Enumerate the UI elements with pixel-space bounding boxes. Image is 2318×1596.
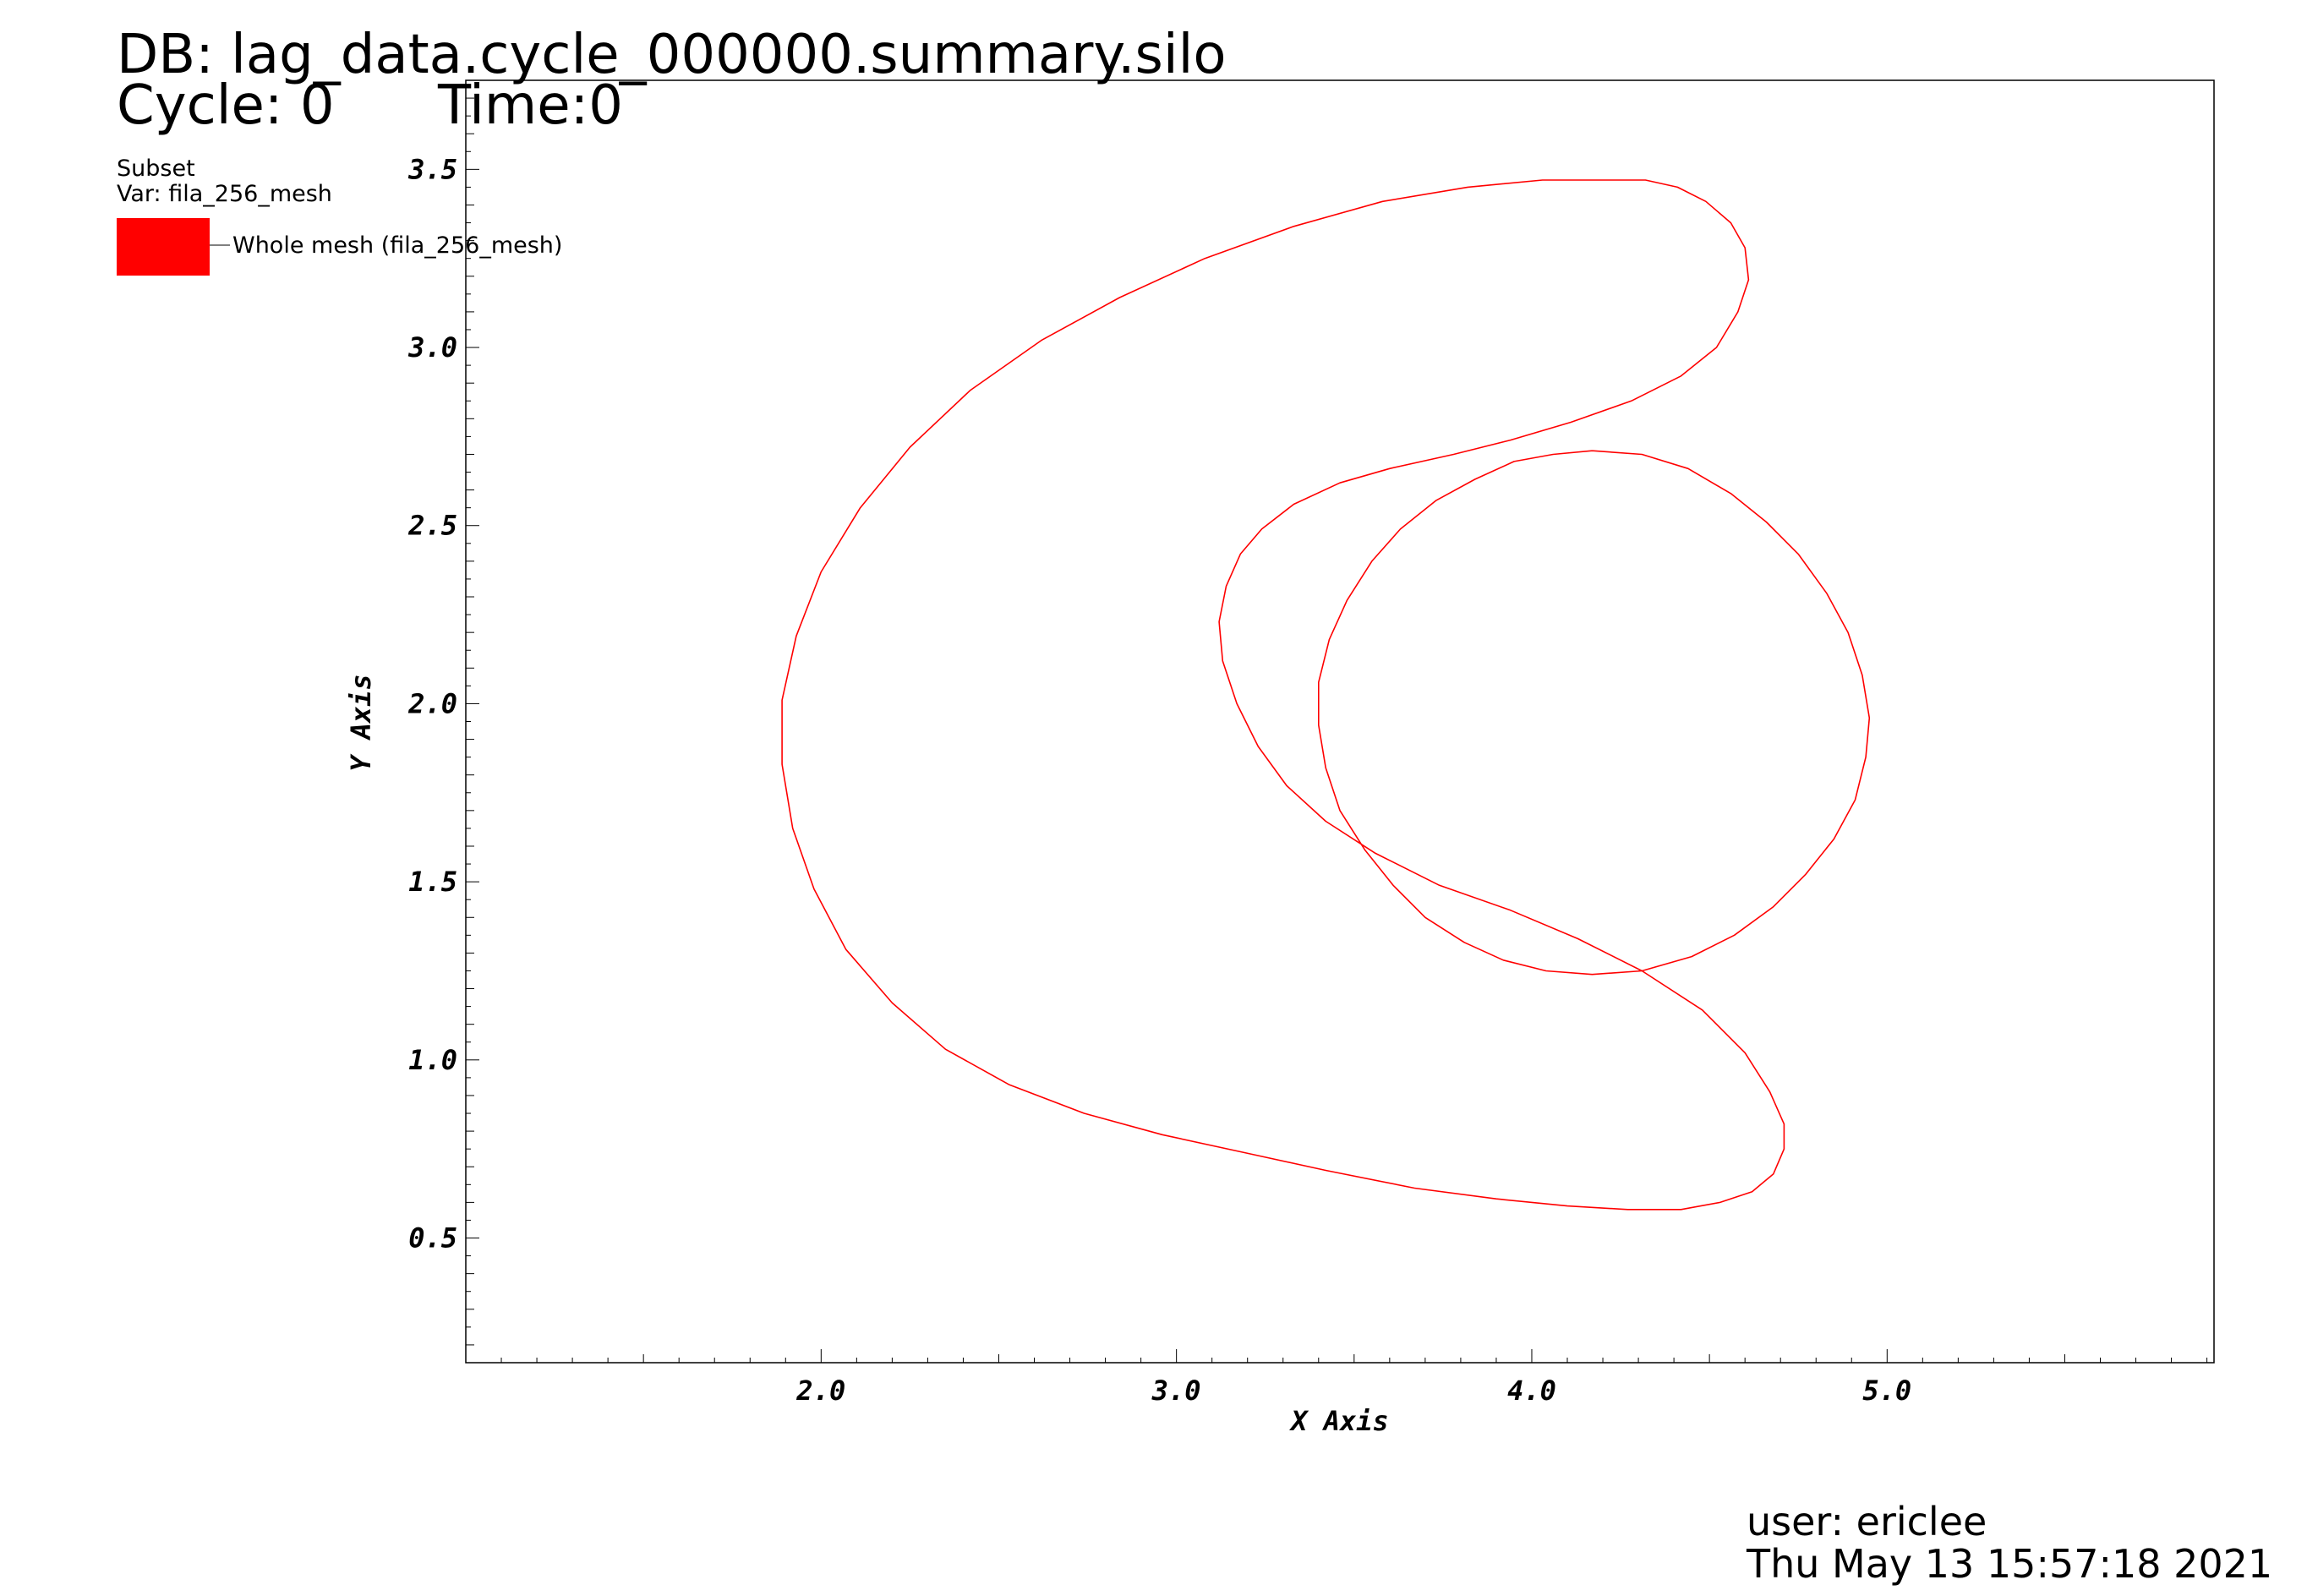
time-label: Time:0 xyxy=(437,74,623,137)
legend-plot-type: Subset xyxy=(117,156,195,182)
mesh-curve-2 xyxy=(781,179,1785,1211)
x-axis: 2.0 3.0 4.0 5.0 xyxy=(465,1349,2208,1407)
y-axis: 0.5 1.0 1.5 2.0 2.5 3.0 3.5 xyxy=(407,79,479,1364)
y-axis-title: Y Axis xyxy=(345,674,377,772)
legend-variable: Var: fila_256_mesh xyxy=(117,181,332,207)
mesh-curve-1 xyxy=(1318,450,1871,976)
timestamp-label: Thu May 13 15:57:18 2021 xyxy=(1746,1541,2272,1587)
legend-entry-label: Whole mesh (fila_256_mesh) xyxy=(232,232,562,259)
y-tick-label: 3.0 xyxy=(407,331,457,363)
plot-frame xyxy=(465,79,2215,1364)
y-tick-label: 3.5 xyxy=(407,153,457,185)
x-axis-title: X Axis xyxy=(1288,1405,1389,1437)
y-tick-label: 2.0 xyxy=(407,687,457,719)
x-tick-label: 3.0 xyxy=(1151,1375,1201,1407)
x-tick-label: 2.0 xyxy=(795,1375,845,1407)
x-tick-label: 4.0 xyxy=(1507,1375,1556,1407)
user-label: user: ericlee xyxy=(1747,1499,1987,1544)
y-tick-label: 1.0 xyxy=(408,1044,457,1076)
database-title: DB: lag_data.cycle_000000.summary.silo xyxy=(117,24,1227,86)
y-tick-label: 0.5 xyxy=(408,1222,457,1254)
legend-swatch xyxy=(117,218,210,276)
legend: Subset Var: fila_256_mesh Whole mesh (fi… xyxy=(117,156,562,276)
cycle-label: Cycle: 0 xyxy=(117,74,335,137)
x-tick-label: 5.0 xyxy=(1862,1375,1911,1407)
y-tick-label: 2.5 xyxy=(407,510,457,542)
series-layer xyxy=(781,179,1871,1211)
y-tick-label: 1.5 xyxy=(408,866,457,898)
